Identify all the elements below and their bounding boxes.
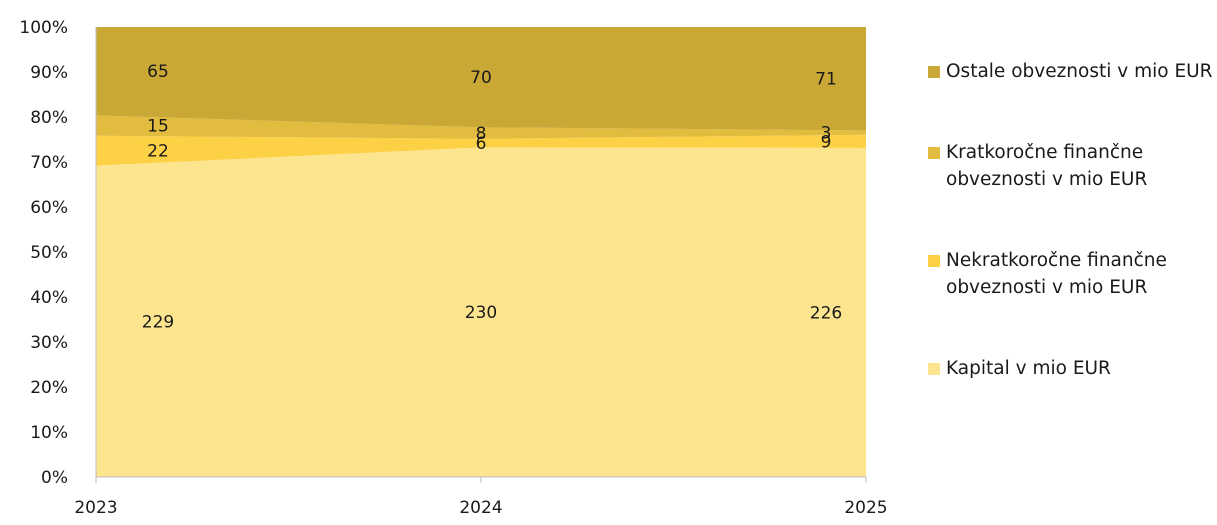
y-tick-label: 100%: [19, 18, 68, 38]
y-tick-label: 40%: [30, 288, 68, 308]
legend-swatch: [928, 147, 940, 159]
data-label: 70: [470, 68, 492, 88]
chart-legend: Ostale obveznosti v mio EUR Kratkoročne …: [928, 58, 1213, 436]
data-label: 3: [821, 124, 832, 144]
data-label: 15: [147, 117, 169, 137]
y-tick-label: 0%: [41, 468, 68, 488]
data-label: 229: [142, 312, 174, 332]
data-label: 22: [147, 142, 169, 162]
legend-swatch: [928, 66, 940, 78]
data-label: 65: [147, 62, 169, 82]
area-ostale: [96, 27, 866, 131]
legend-label: Nekratkoročne finančne obveznosti v mio …: [946, 250, 1167, 298]
y-tick-label: 80%: [30, 108, 68, 128]
data-label: 8: [476, 124, 487, 144]
y-axis-ticks: 0% 10% 20% 30% 40% 50% 60% 70% 80% 90% 100%: [19, 18, 68, 488]
legend-label: Kratkoročne finančne obveznosti v mio EU…: [946, 142, 1148, 190]
y-tick-label: 10%: [30, 423, 68, 443]
y-tick-label: 60%: [30, 198, 68, 218]
data-label: 230: [465, 303, 497, 323]
area-kratkoročne: [96, 115, 866, 139]
area-kapital: [96, 147, 866, 477]
y-tick-label: 90%: [30, 63, 68, 83]
data-label: 6: [476, 134, 487, 154]
legend-label: Kapital v mio EUR: [946, 358, 1111, 379]
y-tick-label: 30%: [30, 333, 68, 353]
x-tick-label: 2024: [459, 498, 502, 518]
data-label: 226: [810, 303, 842, 323]
data-label: 9: [821, 132, 832, 152]
legend-item-ostale: Ostale obveznosti v mio EUR: [928, 58, 1213, 85]
legend-swatch: [928, 363, 940, 375]
legend-item-nekratkorocne: Nekratkoročne finančne obveznosti v mio …: [928, 247, 1213, 301]
data-label: 71: [815, 70, 837, 90]
legend-item-kratkorocne: Kratkoročne finančne obveznosti v mio EU…: [928, 139, 1213, 193]
area-nekratkoročne: [96, 134, 866, 166]
y-tick-label: 50%: [30, 243, 68, 263]
legend-swatch: [928, 255, 940, 267]
y-tick-label: 20%: [30, 378, 68, 398]
legend-label: Ostale obveznosti v mio EUR: [946, 61, 1213, 82]
stacked-area-chart: 0%10%20%30%40%50%60%70%80%90%100% 2023 20…: [19, 18, 888, 518]
area-series-group: [96, 27, 866, 477]
x-tick-label: 2023: [74, 498, 117, 518]
x-tick-label: 2025: [844, 498, 887, 518]
y-tick-label: 70%: [30, 153, 68, 173]
x-axis-ticks: 2023 2024 2025: [74, 477, 888, 518]
legend-item-kapital: Kapital v mio EUR: [928, 355, 1213, 382]
